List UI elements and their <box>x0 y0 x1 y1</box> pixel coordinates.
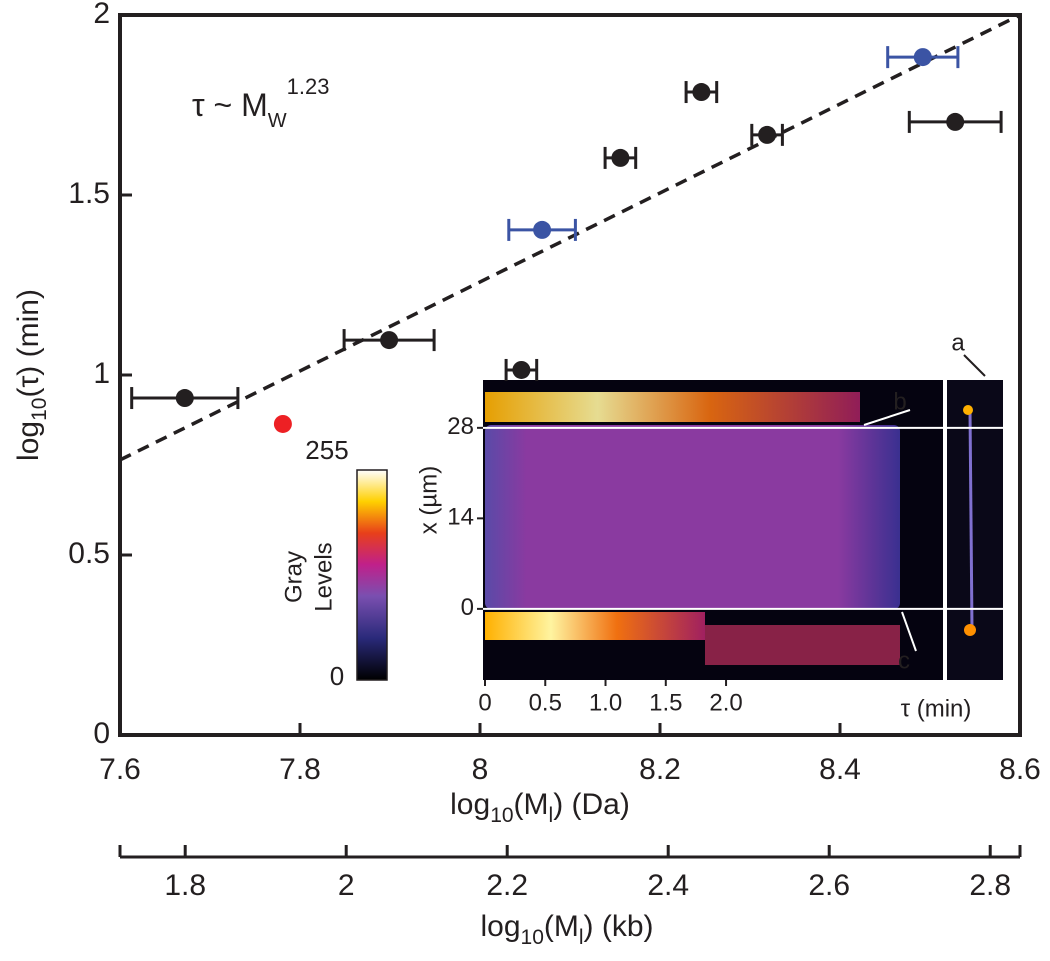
label-part: l <box>549 804 554 827</box>
x2-tick-label: 2.6 <box>808 869 850 902</box>
marker-label: b <box>893 388 906 415</box>
label-part: 10 <box>521 926 544 949</box>
y-tick-label: 0 <box>93 717 110 750</box>
label-part: log <box>450 788 490 821</box>
y-tick-label: 1 <box>93 357 110 390</box>
inset-x-tick-label: 2.0 <box>709 689 742 716</box>
label-part: W <box>268 110 287 132</box>
label-part: τ ~ M <box>192 87 268 123</box>
data-point <box>913 48 932 67</box>
label-part: (M <box>544 910 579 943</box>
inset-x-tick-label: 0 <box>478 689 491 716</box>
data-point <box>946 112 965 131</box>
inset-x-tick-label: 1.5 <box>649 689 682 716</box>
data-point <box>758 125 777 144</box>
marker-label: a <box>951 329 965 356</box>
x-tick-label: 8.2 <box>639 753 681 786</box>
label-part: log <box>12 421 45 461</box>
colorbar-tick-label: 0 <box>330 661 344 691</box>
data-point <box>692 83 711 102</box>
x2-tick-label: 2.2 <box>486 869 528 902</box>
inset-y-tick-label: 28 <box>447 413 474 440</box>
kymograph-image <box>483 380 1003 680</box>
data-point <box>533 220 552 239</box>
label-part: l <box>579 926 584 949</box>
label-part: (M <box>514 788 549 821</box>
x-tick-label: 8.6 <box>999 753 1041 786</box>
label-part: 10 <box>490 804 513 827</box>
colorbar <box>356 469 388 681</box>
colorbar-label: Levels <box>310 542 337 611</box>
label-part: (τ) (min) <box>12 289 45 398</box>
label-part: ) (kb) <box>584 910 654 943</box>
ylabel: log10(τ) (min) <box>12 289 51 461</box>
xlabel: log10(Ml) (Da) <box>450 788 630 827</box>
marker-arrow <box>863 409 911 426</box>
fit-line <box>119 13 1021 462</box>
y-tick-label: 1.5 <box>68 177 110 210</box>
marker-arrow <box>963 354 986 377</box>
data-point <box>273 414 292 433</box>
x-tick-label: 8.4 <box>819 753 861 786</box>
data-point <box>611 148 630 167</box>
inset-y-tick-label: 14 <box>447 504 474 531</box>
y-tick-label: 2 <box>93 0 110 30</box>
label-part: ) (Da) <box>553 788 630 821</box>
marker-label: c <box>898 647 910 674</box>
marker-arrow <box>901 611 917 652</box>
inset-y-tick-label: 0 <box>461 594 474 621</box>
inset-x-tick-label: 0.5 <box>529 689 562 716</box>
x-tick-label: 7.8 <box>279 753 321 786</box>
x2-tick-label: 1.8 <box>164 869 206 902</box>
x-tick-label: 8 <box>472 753 489 786</box>
data-point <box>380 331 399 350</box>
label-part: log <box>480 910 520 943</box>
data-point <box>512 360 531 379</box>
y-tick-label: 0.5 <box>68 537 110 570</box>
x2-tick-label: 2.8 <box>969 869 1011 902</box>
fit-annotation: τ ~ MW1.23 <box>192 74 329 132</box>
label-part: 10 <box>28 398 51 421</box>
colorbar-tick-label: 255 <box>305 435 348 465</box>
x2-tick-label: 2 <box>338 869 355 902</box>
inset-x-tick-label: 1.0 <box>589 689 622 716</box>
x2-tick-label: 2.4 <box>647 869 689 902</box>
inset-y-label: x (µm) <box>415 466 442 534</box>
inset-x-label: τ (min) <box>901 695 972 722</box>
colorbar-label: Gray <box>280 551 307 603</box>
data-point <box>175 389 194 408</box>
label-part: 1.23 <box>287 74 330 99</box>
x-tick-label: 7.6 <box>99 753 141 786</box>
x2label: log10(Ml) (kb) <box>480 910 653 949</box>
